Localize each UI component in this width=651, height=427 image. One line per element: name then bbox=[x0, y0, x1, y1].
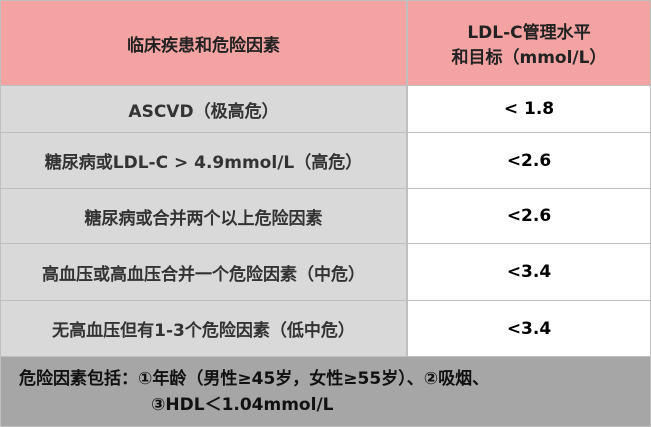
footer-text: 危险因素包括：①年龄（男性≥45岁，女性≥55岁）、②吸烟、 bbox=[19, 368, 490, 389]
risk-cell: 无高血压但有1-3个危险因素（低中危） bbox=[0, 300, 407, 357]
header-text: LDL-C管理水平 bbox=[467, 23, 591, 43]
risk-cell: 糖尿病或合并两个以上危险因素 bbox=[0, 188, 407, 244]
cell-text: <3.4 bbox=[506, 318, 552, 339]
target-cell: <3.4 bbox=[407, 300, 651, 357]
target-cell: < 1.8 bbox=[407, 85, 651, 133]
cell-text: 糖尿病或LDL-C > 4.9mmol/L（高危） bbox=[44, 153, 363, 173]
cell-text: <2.6 bbox=[506, 150, 552, 171]
target-cell: <2.6 bbox=[407, 132, 651, 189]
footer-note: 危险因素包括：①年龄（男性≥45岁，女性≥55岁）、②吸烟、 ③HDL＜1.04m… bbox=[0, 356, 651, 427]
risk-cell: 高血压或高血压合并一个危险因素（中危） bbox=[0, 243, 407, 301]
header-text: 临床疾患和危险因素 bbox=[127, 35, 280, 56]
target-cell: <2.6 bbox=[407, 188, 651, 244]
cell-text: 糖尿病或合并两个以上危险因素 bbox=[84, 208, 323, 229]
footer-text: ③HDL＜1.04mmol/L bbox=[151, 394, 334, 415]
cell-text: < 1.8 bbox=[503, 99, 555, 119]
target-cell: <3.4 bbox=[407, 243, 651, 301]
cell-text: ASCVD（极高危） bbox=[128, 101, 279, 122]
header-cell: LDL-C管理水平 和目标（mmol/L） bbox=[407, 0, 651, 86]
cell-text: 无高血压但有1-3个危险因素（低中危） bbox=[52, 321, 355, 341]
cell-text: 高血压或高血压合并一个危险因素（中危） bbox=[42, 264, 365, 285]
risk-cell: ASCVD（极高危） bbox=[0, 85, 407, 133]
cell-text: <2.6 bbox=[506, 206, 552, 226]
cell-text: <3.4 bbox=[506, 262, 552, 282]
header-text: 和目标（mmol/L） bbox=[451, 48, 607, 68]
risk-cell: 糖尿病或LDL-C > 4.9mmol/L（高危） bbox=[0, 132, 407, 189]
header-cell: 临床疾患和危险因素 bbox=[0, 0, 407, 86]
